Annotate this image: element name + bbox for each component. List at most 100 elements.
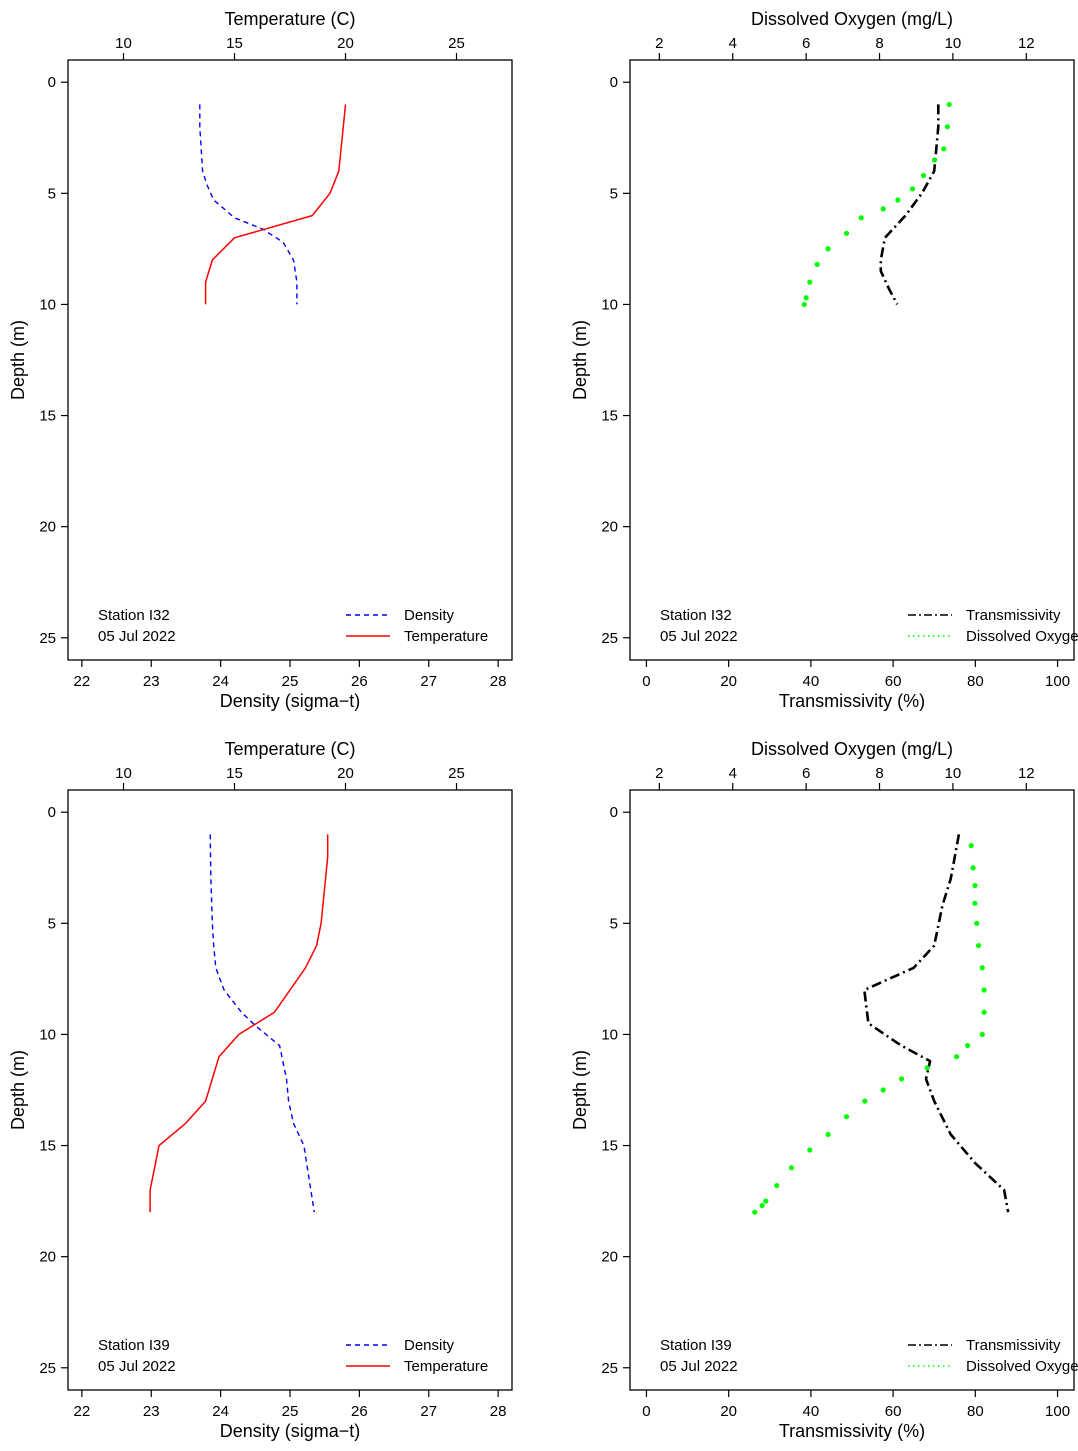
plot-frame: [629, 789, 1075, 1391]
dissolved-oxygen-point: [759, 1202, 765, 1209]
x2-axis-title: Temperature (C): [224, 9, 355, 29]
temperature-line: [149, 834, 329, 1213]
chart-panel-2: 0 20 40 60 80 100 2 4 6 8 10 12 0 5 10 15 20 25 Transmissi…: [570, 9, 1078, 711]
y-tick-label: 0: [610, 74, 618, 91]
y-tick-label: 15: [39, 1138, 56, 1155]
y-tick-label: 15: [601, 408, 618, 425]
dissolved-oxygen-point: [807, 279, 813, 285]
dissolved-oxygen-point: [941, 146, 947, 152]
dissolved-oxygen-point: [858, 215, 864, 221]
dissolved-oxygen-point: [964, 1042, 971, 1049]
x2-axis-title: Dissolved Oxygen (mg/L): [751, 9, 953, 29]
dissolved-oxygen-point: [752, 1209, 758, 1215]
y-axis-title: Depth (m): [570, 1050, 590, 1130]
dissolved-oxygen-point: [909, 186, 916, 192]
x-tick-label: 0: [642, 673, 650, 690]
date-label: 05 Jul 2022: [98, 1358, 176, 1375]
y-axis-title: Depth (m): [570, 320, 590, 400]
y-tick-label: 20: [601, 519, 618, 536]
dissolved-oxygen-point: [763, 1198, 769, 1204]
x-tick-label: 22: [74, 673, 91, 690]
y-axis-title: Depth (m): [8, 320, 28, 400]
x2-tick-label: 15: [226, 35, 243, 52]
y-tick-label: 5: [610, 915, 618, 932]
plot-frame: [67, 59, 513, 661]
x2-tick-label: 10: [945, 765, 962, 782]
dissolved-oxygen-point: [981, 1009, 987, 1015]
density-line: [199, 104, 298, 305]
x2-tick-label: 10: [115, 765, 132, 782]
dissolved-oxygen-point: [898, 1076, 905, 1082]
chart-panel-4: 0 20 40 60 80 100 2 4 6 8 10 12 0 5 10 15 20 25 Transmissi…: [570, 739, 1078, 1441]
x-axis-title: Transmissivity (%): [779, 1421, 925, 1441]
y-tick-label: 5: [48, 185, 56, 202]
y-tick-label: 0: [48, 804, 56, 821]
date-label: 05 Jul 2022: [660, 1358, 738, 1375]
dissolved-oxygen-point: [931, 157, 938, 163]
y-tick-label: 0: [48, 74, 56, 91]
station-label: Station I39: [98, 1337, 170, 1354]
dissolved-oxygen-point: [946, 101, 952, 108]
x2-tick-label: 20: [337, 35, 354, 52]
x-tick-label: 80: [967, 673, 984, 690]
x-tick-label: 20: [720, 673, 737, 690]
legend: Density Temperature: [346, 1337, 488, 1375]
dissolved-oxygen-point: [970, 865, 976, 871]
y-axis-title: Depth (m): [8, 1050, 28, 1130]
dissolved-oxygen-point: [801, 301, 807, 308]
dissolved-oxygen-point: [981, 987, 987, 993]
x-axis-title: Transmissivity (%): [779, 691, 925, 711]
dissolved-oxygen-point: [807, 1147, 813, 1153]
x2-tick-label: 20: [337, 765, 354, 782]
x-tick-label: 27: [420, 1403, 437, 1420]
dissolved-oxygen-point: [968, 842, 974, 849]
dissolved-oxygen-point: [979, 1031, 985, 1038]
x-tick-label: 20: [720, 1403, 737, 1420]
x-axis-title: Density (sigma−t): [220, 691, 361, 711]
dissolved-oxygen-point: [825, 246, 831, 252]
station-label: Station I32: [660, 607, 732, 624]
dissolved-oxygen-point: [972, 882, 978, 889]
dissolved-oxygen-point: [788, 1165, 795, 1171]
x-tick-label: 23: [143, 673, 160, 690]
x-tick-label: 0: [642, 1403, 650, 1420]
x2-tick-label: 15: [226, 765, 243, 782]
transmissivity-line: [879, 104, 940, 306]
legend-label-dissolved-oxygen: Dissolved Oxygen: [966, 628, 1078, 645]
x-tick-label: 23: [143, 1403, 160, 1420]
y-tick-label: 5: [610, 185, 618, 202]
x-tick-label: 40: [803, 673, 820, 690]
dissolved-oxygen-point: [895, 197, 901, 203]
x-tick-label: 80: [967, 1403, 984, 1420]
x2-tick-label: 4: [729, 35, 737, 52]
date-label: 05 Jul 2022: [660, 628, 738, 645]
y-tick-label: 20: [39, 1249, 56, 1266]
station-label: Station I39: [660, 1337, 732, 1354]
plot-frame: [67, 789, 513, 1391]
x2-tick-label: 10: [945, 35, 962, 52]
legend-label-transmissivity: Transmissivity: [966, 607, 1061, 624]
y-tick-label: 10: [39, 296, 56, 313]
y-tick-label: 25: [601, 1360, 618, 1377]
legend-label-transmissivity: Transmissivity: [966, 1337, 1061, 1354]
x2-tick-label: 2: [655, 35, 663, 52]
y-tick-label: 15: [39, 408, 56, 425]
plot-frame: [629, 59, 1075, 661]
y-tick-label: 20: [601, 1249, 618, 1266]
y-tick-label: 25: [39, 630, 56, 647]
x-tick-label: 60: [885, 673, 902, 690]
x-tick-label: 60: [885, 1403, 902, 1420]
x2-tick-label: 2: [655, 765, 663, 782]
dissolved-oxygen-point: [880, 206, 886, 212]
dissolved-oxygen-point: [944, 124, 951, 130]
legend: Transmissivity Dissolved Oxygen: [908, 1337, 1078, 1375]
x2-tick-label: 12: [1018, 35, 1035, 52]
x2-tick-label: 4: [729, 765, 737, 782]
dissolved-oxygen-point: [974, 920, 980, 926]
x-tick-label: 28: [490, 673, 507, 690]
y-tick-label: 10: [601, 1026, 618, 1043]
x-tick-label: 100: [1045, 1403, 1070, 1420]
dissolved-oxygen-point: [843, 1114, 850, 1120]
x-tick-label: 25: [282, 1403, 299, 1420]
